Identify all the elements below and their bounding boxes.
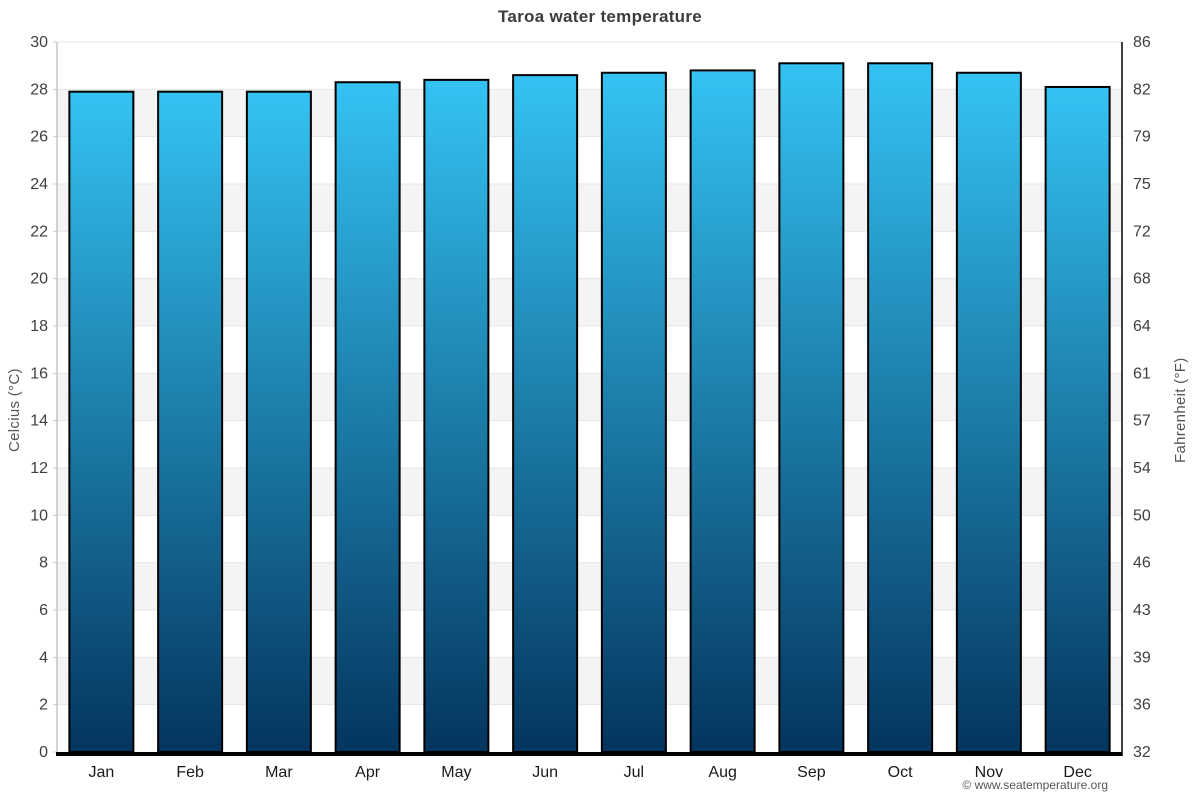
y-tick-label-celsius: 28: [30, 81, 48, 98]
y-tick-label-fahrenheit: 61: [1133, 365, 1151, 382]
y-tick-label-celsius: 18: [30, 318, 48, 335]
plot-band: [57, 184, 1122, 232]
x-tick-label-dec: Dec: [1063, 764, 1091, 781]
y-tick-label-fahrenheit: 86: [1133, 34, 1151, 51]
plot-band: [57, 373, 1122, 421]
x-tick-label-jun: Jun: [532, 764, 558, 781]
y-tick-label-fahrenheit: 72: [1133, 223, 1151, 240]
x-tick-label-nov: Nov: [975, 764, 1003, 781]
x-tick-label-apr: Apr: [355, 764, 381, 781]
y-tick-label-celsius: 10: [30, 507, 48, 524]
x-tick-label-jul: Jul: [624, 764, 644, 781]
temperature-bar-jun[interactable]: [512, 74, 579, 753]
y-tick-label-celsius: 16: [30, 365, 48, 382]
plot-band: [57, 657, 1122, 705]
plot-band: [57, 562, 1122, 610]
y-tick-label-fahrenheit: 64: [1133, 318, 1151, 335]
temperature-bar-aug[interactable]: [689, 69, 756, 753]
temperature-bar-feb[interactable]: [157, 90, 224, 753]
y-tick-label-fahrenheit: 50: [1133, 507, 1151, 524]
y-tick-label-fahrenheit: 79: [1133, 129, 1151, 146]
temperature-bar-mar[interactable]: [245, 90, 312, 753]
y-tick-label-celsius: 6: [39, 602, 48, 619]
y-tick-label-celsius: 14: [30, 413, 48, 430]
y-tick-label-fahrenheit: 57: [1133, 413, 1151, 430]
y-tick-label-celsius: 0: [39, 744, 48, 761]
y-tick-label-celsius: 30: [30, 34, 48, 51]
temperature-bar-may[interactable]: [423, 78, 490, 754]
y-tick-label-fahrenheit: 82: [1133, 81, 1151, 98]
y-tick-label-celsius: 8: [39, 555, 48, 572]
y-tick-label-fahrenheit: 54: [1133, 460, 1151, 477]
y-tick-label-celsius: 26: [30, 129, 48, 146]
y-tick-label-celsius: 22: [30, 223, 48, 240]
y-tick-label-celsius: 12: [30, 460, 48, 477]
temperature-bar-dec[interactable]: [1044, 85, 1111, 753]
chart-title: Taroa water temperature: [497, 7, 703, 26]
x-tick-label-feb: Feb: [176, 764, 204, 781]
x-tick-label-oct: Oct: [888, 764, 913, 781]
plot-band: [57, 468, 1122, 516]
plot-band: [57, 278, 1122, 326]
copyright-credit: © www.seatemperature.org: [962, 778, 1108, 792]
x-tick-label-mar: Mar: [265, 764, 293, 781]
y-tick-label-celsius: 20: [30, 271, 48, 288]
y-tick-label-celsius: 24: [30, 176, 48, 193]
x-tick-label-sep: Sep: [797, 764, 826, 781]
y-tick-label-celsius: 4: [39, 649, 48, 666]
y-tick-label-fahrenheit: 39: [1133, 649, 1151, 666]
y-tick-label-fahrenheit: 46: [1133, 555, 1151, 572]
x-tick-label-aug: Aug: [708, 764, 736, 781]
temperature-bar-nov[interactable]: [955, 71, 1022, 754]
y-tick-label-fahrenheit: 43: [1133, 602, 1151, 619]
y-tick-label-fahrenheit: 32: [1133, 744, 1151, 761]
temperature-bar-oct[interactable]: [867, 62, 934, 754]
temperature-bar-jan[interactable]: [68, 90, 135, 753]
x-tick-label-jan: Jan: [88, 764, 114, 781]
temperature-bar-sep[interactable]: [778, 62, 845, 754]
y-tick-label-fahrenheit: 68: [1133, 271, 1151, 288]
y-tick-label-celsius: 2: [39, 697, 48, 714]
plot-band: [57, 89, 1122, 137]
y-tick-label-fahrenheit: 75: [1133, 176, 1151, 193]
temperature-bar-apr[interactable]: [334, 81, 401, 753]
y-tick-label-fahrenheit: 36: [1133, 697, 1151, 714]
temperature-bar-jul[interactable]: [600, 71, 667, 754]
x-tick-label-may: May: [441, 764, 471, 781]
